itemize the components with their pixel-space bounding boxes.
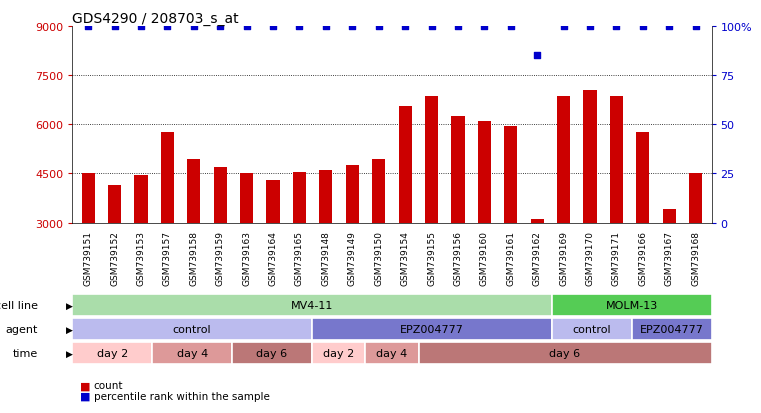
Text: ▶: ▶ (66, 349, 73, 358)
Text: day 4: day 4 (177, 349, 208, 358)
Text: ■: ■ (80, 380, 91, 390)
Text: count: count (94, 380, 123, 390)
Bar (72, 343, 152, 364)
Point (637, 24, 649, 30)
Bar (425, 97, 438, 223)
Text: day 2: day 2 (97, 349, 128, 358)
Text: MV4-11: MV4-11 (291, 300, 333, 310)
Text: ▶: ▶ (66, 301, 73, 310)
Point (109, 24, 121, 30)
Point (531, 53, 543, 59)
Bar (312, 318, 552, 340)
Bar (478, 122, 491, 223)
Point (240, 24, 253, 30)
Bar (345, 166, 359, 223)
Bar (135, 176, 148, 223)
Point (346, 24, 358, 30)
Point (610, 24, 622, 30)
Bar (399, 107, 412, 223)
Bar (266, 180, 279, 223)
Bar (552, 294, 712, 316)
Bar (557, 97, 570, 223)
Text: percentile rank within the sample: percentile rank within the sample (94, 391, 269, 401)
Text: EPZ004777: EPZ004777 (640, 324, 703, 335)
Bar (689, 174, 702, 223)
Bar (312, 343, 365, 364)
Point (373, 24, 385, 30)
Point (82, 24, 94, 30)
Point (452, 24, 464, 30)
Bar (320, 171, 333, 223)
Point (425, 24, 438, 30)
Bar (187, 159, 200, 223)
Bar (636, 133, 649, 223)
Point (135, 24, 147, 30)
Text: day 2: day 2 (323, 349, 355, 358)
Point (584, 24, 596, 30)
Text: MOLM-13: MOLM-13 (606, 300, 658, 310)
Point (214, 24, 226, 30)
Bar (419, 343, 712, 364)
Bar (293, 172, 306, 223)
Bar (240, 174, 253, 223)
Point (399, 24, 411, 30)
Point (505, 24, 517, 30)
Bar (552, 318, 632, 340)
Point (294, 24, 306, 30)
Text: ▶: ▶ (66, 325, 73, 334)
Point (558, 24, 570, 30)
Text: ■: ■ (80, 391, 91, 401)
Bar (610, 97, 623, 223)
Point (689, 24, 702, 30)
Point (320, 24, 332, 30)
Bar (584, 90, 597, 223)
Bar (663, 210, 676, 223)
Bar (451, 117, 464, 223)
Point (478, 24, 490, 30)
Point (267, 24, 279, 30)
Bar (214, 167, 227, 223)
Text: EPZ004777: EPZ004777 (400, 324, 463, 335)
Text: control: control (572, 324, 611, 335)
Text: day 6: day 6 (549, 349, 581, 358)
Bar (72, 318, 312, 340)
Text: day 4: day 4 (376, 349, 408, 358)
Bar (72, 294, 552, 316)
Text: agent: agent (5, 324, 38, 335)
Bar (81, 174, 95, 223)
Point (663, 24, 675, 30)
Point (188, 24, 200, 30)
Bar (232, 343, 312, 364)
Text: cell line: cell line (0, 300, 38, 310)
Bar (372, 159, 385, 223)
Text: GDS4290 / 208703_s_at: GDS4290 / 208703_s_at (72, 12, 239, 26)
Bar (530, 220, 544, 223)
Bar (108, 185, 121, 223)
Text: control: control (173, 324, 212, 335)
Bar (505, 126, 517, 223)
Bar (632, 318, 712, 340)
Point (161, 24, 174, 30)
Text: time: time (13, 349, 38, 358)
Bar (152, 343, 232, 364)
Bar (161, 133, 174, 223)
Bar (365, 343, 419, 364)
Text: day 6: day 6 (256, 349, 288, 358)
